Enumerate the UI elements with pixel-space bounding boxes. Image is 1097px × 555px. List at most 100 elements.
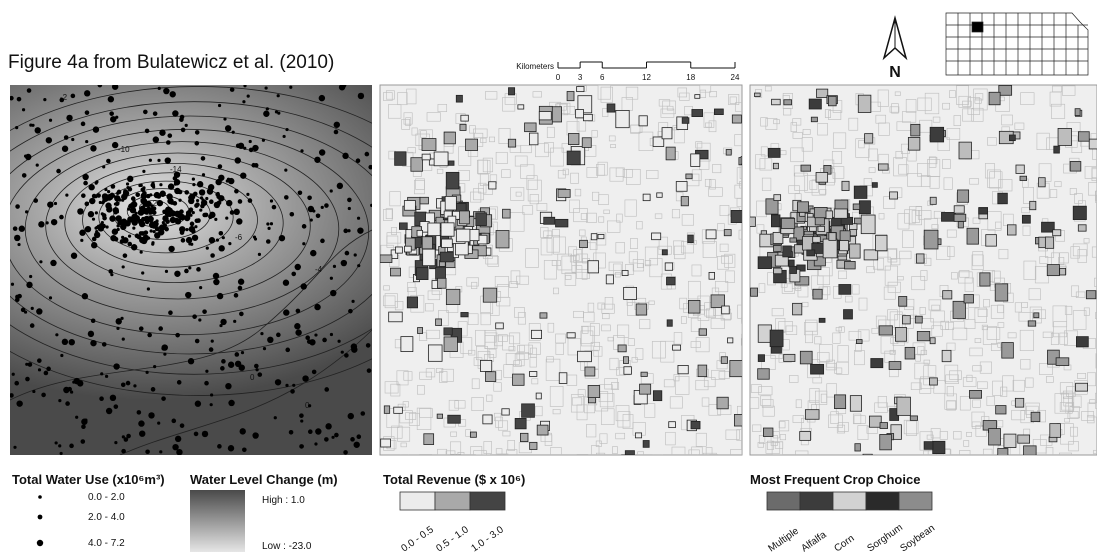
well [34,127,41,134]
parcel [853,185,868,199]
well [99,396,104,402]
field-boundary [1042,331,1053,338]
parcel [621,270,629,276]
field-boundary [604,378,618,390]
field-boundary [460,337,473,354]
field-boundary [770,435,778,446]
field-boundary [1023,187,1034,204]
well [202,309,207,314]
field-boundary [1068,441,1079,452]
field-boundary [439,371,448,383]
parcel [664,262,674,271]
field-boundary [396,370,409,386]
field-boundary [540,227,549,238]
well [116,189,122,195]
contour-label: -2 [60,93,68,102]
field-boundary [384,381,399,394]
well [106,158,111,164]
field-boundary [1049,189,1058,198]
parcel [584,366,596,377]
field-boundary [1011,409,1026,421]
field-boundary [986,327,1001,340]
field-boundary [705,447,713,455]
field-boundary [895,151,903,160]
field-boundary [513,360,522,367]
well [260,332,264,336]
parcel [834,394,847,410]
parcel [488,181,497,190]
field-boundary [555,333,566,344]
parcel [568,133,580,145]
well [80,238,84,242]
well [61,145,69,152]
field-boundary [909,206,922,226]
well [141,198,146,203]
well [80,439,86,444]
well [88,184,95,191]
well [125,182,130,186]
well [151,242,155,246]
field-boundary [764,85,772,92]
legend-swatch [898,491,933,511]
well [224,125,232,132]
field-boundary [416,407,432,430]
field-boundary [415,178,425,190]
well [297,190,303,196]
well [56,168,61,174]
well [141,271,145,275]
field-boundary [750,397,760,409]
field-boundary [1072,310,1087,330]
field-boundary [569,199,580,213]
field-boundary [765,118,778,130]
well [192,314,197,319]
field-boundary [557,253,573,271]
parcel [640,371,648,377]
parcel [769,329,784,347]
parcel [623,366,632,375]
contour [98,180,234,254]
field-boundary [1067,411,1079,419]
field-boundary [549,386,564,407]
parcel [757,324,772,343]
well [184,190,190,195]
parcel [907,137,921,151]
well [227,361,235,368]
well [173,171,181,178]
field-boundary [962,377,977,387]
legend-label: 1.0 - 3.0 [469,524,506,554]
field-boundary [658,99,671,107]
field-boundary [729,96,737,104]
parcel [797,201,809,213]
well [148,412,155,419]
well [329,189,333,193]
parcel [440,222,455,237]
well [106,206,113,213]
field-boundary [931,325,943,337]
field-boundary [457,452,465,455]
parcel [729,360,742,378]
field-boundary [1072,243,1088,257]
parcel [587,385,601,398]
well [158,229,165,236]
field-boundary [1070,426,1078,437]
well [276,332,281,338]
well [234,157,241,164]
field-boundary [817,352,830,363]
well [113,363,120,370]
field-boundary [385,90,395,100]
parcel [557,189,571,198]
field-boundary [877,396,887,408]
contour [64,162,284,284]
parcel [465,138,478,151]
parcel [566,91,575,102]
field-boundary [728,94,740,105]
parcel [1023,445,1037,455]
well [102,165,106,169]
parcel [445,288,461,305]
field-boundary [580,330,594,345]
well [351,346,358,353]
parcel [652,136,665,147]
well [347,412,354,420]
well [131,213,138,221]
well [123,437,129,442]
